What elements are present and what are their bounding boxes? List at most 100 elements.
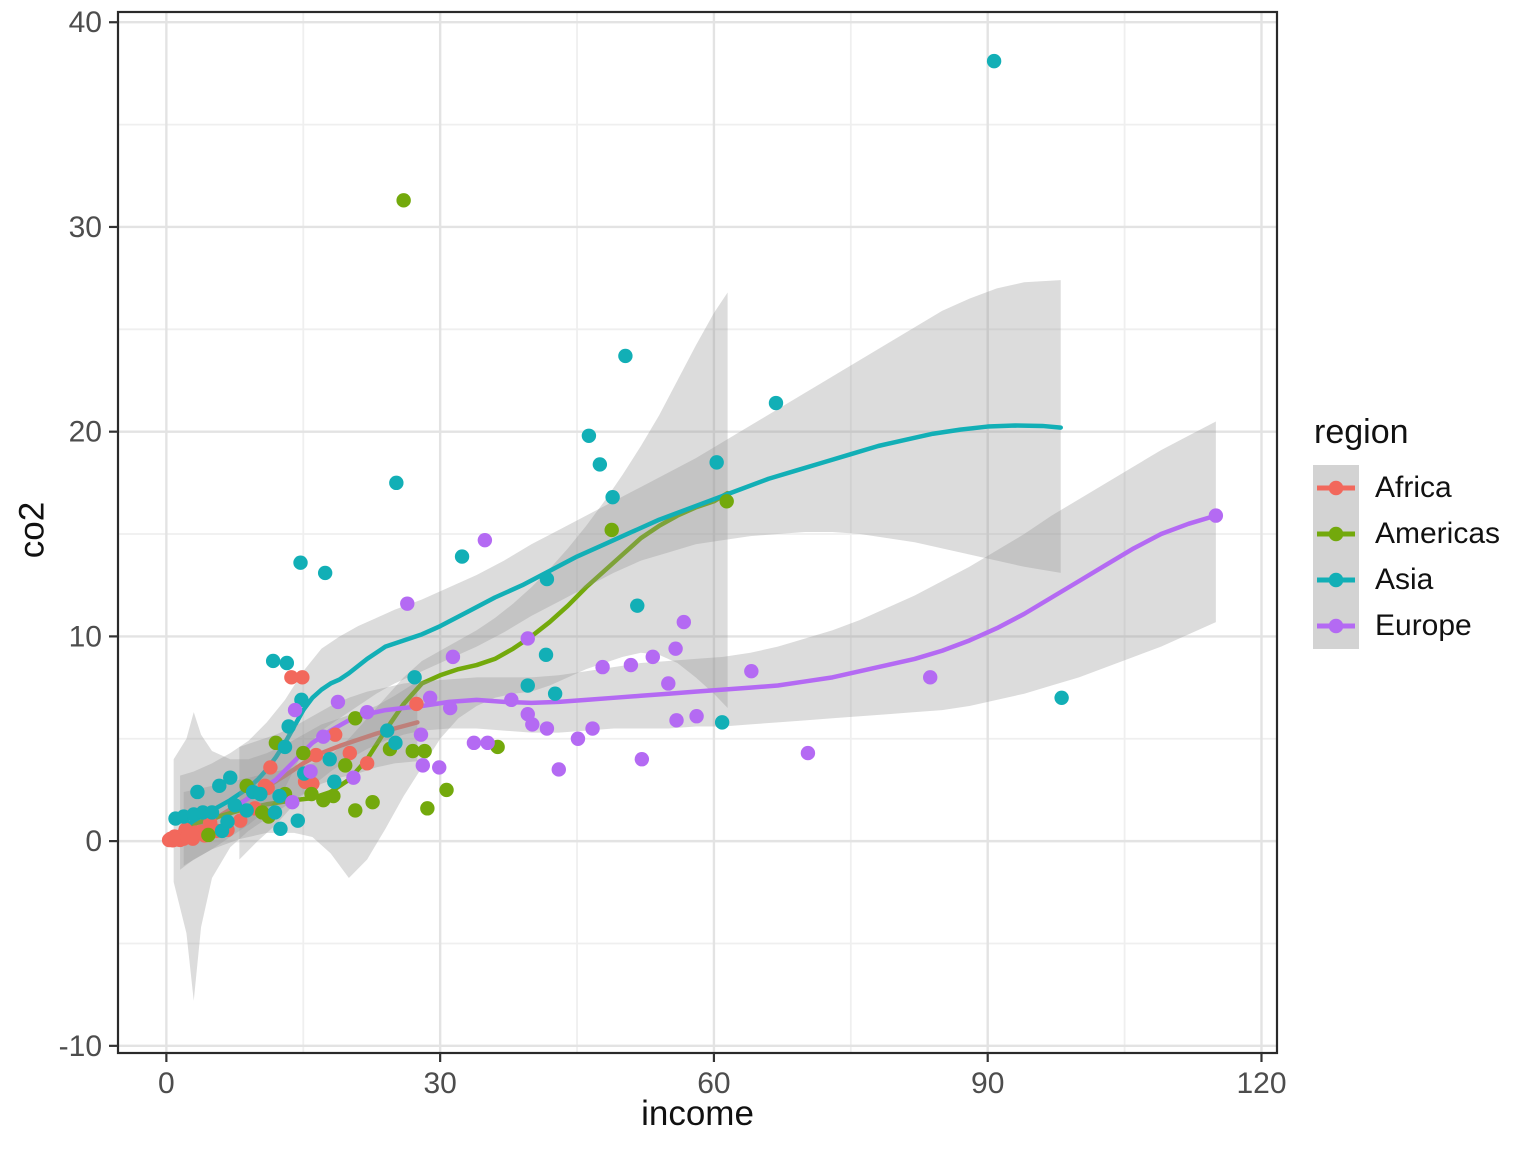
data-point — [466, 735, 482, 751]
data-point — [415, 758, 431, 773]
y-tick-label: 40 — [69, 6, 102, 39]
data-point — [645, 649, 660, 665]
data-point — [407, 670, 422, 685]
data-point — [263, 760, 278, 775]
x-axis-title: income — [641, 1094, 754, 1133]
legend-title: region — [1314, 413, 1409, 451]
data-point — [595, 659, 610, 675]
points-americas — [201, 193, 734, 843]
data-point — [204, 805, 220, 820]
data-point — [389, 475, 404, 491]
data-point — [239, 803, 254, 818]
data-point — [417, 743, 432, 759]
points-asia — [168, 53, 1069, 839]
legend-key-asia — [1313, 557, 1359, 604]
data-point — [439, 782, 454, 798]
data-point — [295, 670, 310, 685]
y-axis-ticks: -10 0 10 20 30 40 — [59, 6, 118, 1063]
x-tick-label: 120 — [1236, 1067, 1286, 1100]
data-point — [618, 348, 633, 364]
gridlines-major — [118, 12, 1277, 1053]
data-point — [284, 670, 299, 685]
legend-label-africa: Africa — [1375, 471, 1452, 505]
gridlines-minor — [118, 12, 1277, 1053]
data-point — [551, 762, 566, 777]
data-point — [581, 428, 597, 443]
y-tick-label: 0 — [85, 825, 102, 858]
data-point — [287, 702, 303, 718]
x-tick-label: 0 — [158, 1067, 175, 1100]
data-point — [442, 700, 458, 716]
data-point — [281, 719, 296, 734]
data-point — [273, 821, 288, 837]
x-tick-label: 90 — [971, 1067, 1004, 1100]
data-point — [605, 489, 620, 505]
y-tick-label: 20 — [69, 416, 102, 449]
x-axis-ticks: 0 30 60 90 120 — [158, 1053, 1287, 1100]
data-point — [322, 752, 337, 767]
data-point — [768, 395, 784, 411]
data-point — [308, 747, 324, 763]
data-point — [719, 494, 734, 509]
legend-item-africa: Africa — [1313, 465, 1500, 512]
data-point — [190, 784, 205, 800]
data-point — [454, 549, 470, 564]
data-point — [604, 522, 619, 538]
x-tick-label: 30 — [423, 1067, 456, 1100]
y-axis-title: co2 — [12, 501, 52, 559]
data-point — [223, 770, 238, 785]
data-point — [539, 721, 555, 736]
data-point — [634, 752, 650, 767]
data-point — [285, 795, 300, 810]
data-point — [547, 686, 563, 701]
x-tick-label: 60 — [697, 1067, 730, 1100]
data-point — [304, 786, 319, 802]
legend-point-icon — [1328, 527, 1344, 542]
data-point — [290, 813, 305, 828]
legend-key-europe — [1313, 603, 1359, 650]
data-point — [388, 735, 403, 751]
legend-label-asia: Asia — [1375, 563, 1434, 597]
data-point — [986, 53, 1002, 69]
data-point — [585, 721, 600, 736]
data-point — [277, 739, 293, 755]
data-point — [923, 670, 938, 685]
legend-item-europe: Europe — [1313, 603, 1500, 650]
data-point — [1208, 508, 1224, 523]
data-point — [227, 798, 243, 813]
data-point — [1054, 690, 1069, 706]
data-point — [272, 788, 287, 804]
legend-item-americas: Americas — [1313, 511, 1501, 558]
confidence-ribbon-europe — [239, 421, 1216, 860]
legend-key-americas — [1313, 511, 1359, 558]
legend-label-americas: Americas — [1375, 517, 1501, 551]
data-point — [293, 555, 308, 570]
data-point — [520, 678, 535, 693]
data-point — [445, 649, 461, 665]
data-point — [253, 786, 268, 802]
y-tick-label: 10 — [69, 620, 102, 653]
data-point — [477, 532, 493, 548]
legend-key-africa — [1313, 465, 1359, 512]
data-point — [220, 814, 235, 829]
data-point — [592, 457, 608, 472]
data-point — [365, 795, 380, 810]
data-point — [348, 803, 363, 818]
data-point — [422, 690, 438, 706]
data-point — [668, 641, 683, 656]
data-point — [504, 692, 519, 708]
data-point — [689, 709, 704, 724]
y-tick-label: 30 — [69, 211, 102, 244]
legend-label-europe: Europe — [1375, 609, 1472, 643]
data-point — [296, 745, 311, 761]
data-point — [359, 704, 375, 720]
data-point — [669, 713, 684, 728]
panel-border — [116, 10, 1279, 1055]
data-point — [317, 565, 333, 581]
data-point — [212, 778, 227, 794]
legend-point-icon — [1328, 573, 1344, 588]
data-point — [570, 731, 586, 746]
data-point — [359, 756, 375, 771]
